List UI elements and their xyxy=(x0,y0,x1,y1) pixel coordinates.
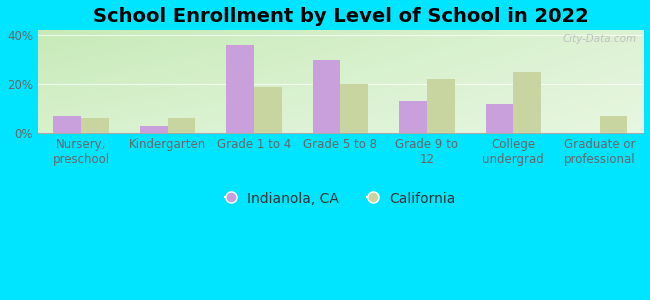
Bar xyxy=(254,87,281,133)
Bar xyxy=(514,72,541,133)
Bar xyxy=(168,118,195,133)
Bar xyxy=(399,101,427,133)
Text: City-Data.com: City-Data.com xyxy=(563,34,637,44)
Bar xyxy=(226,45,254,133)
Bar xyxy=(313,60,341,133)
Title: School Enrollment by Level of School in 2022: School Enrollment by Level of School in … xyxy=(92,7,588,26)
Bar xyxy=(600,116,627,133)
Legend: Indianola, CA, California: Indianola, CA, California xyxy=(220,186,462,212)
Bar xyxy=(53,116,81,133)
Bar xyxy=(341,84,368,133)
Bar xyxy=(427,79,454,133)
Bar xyxy=(81,118,109,133)
Bar xyxy=(140,126,168,133)
Bar xyxy=(486,104,514,133)
